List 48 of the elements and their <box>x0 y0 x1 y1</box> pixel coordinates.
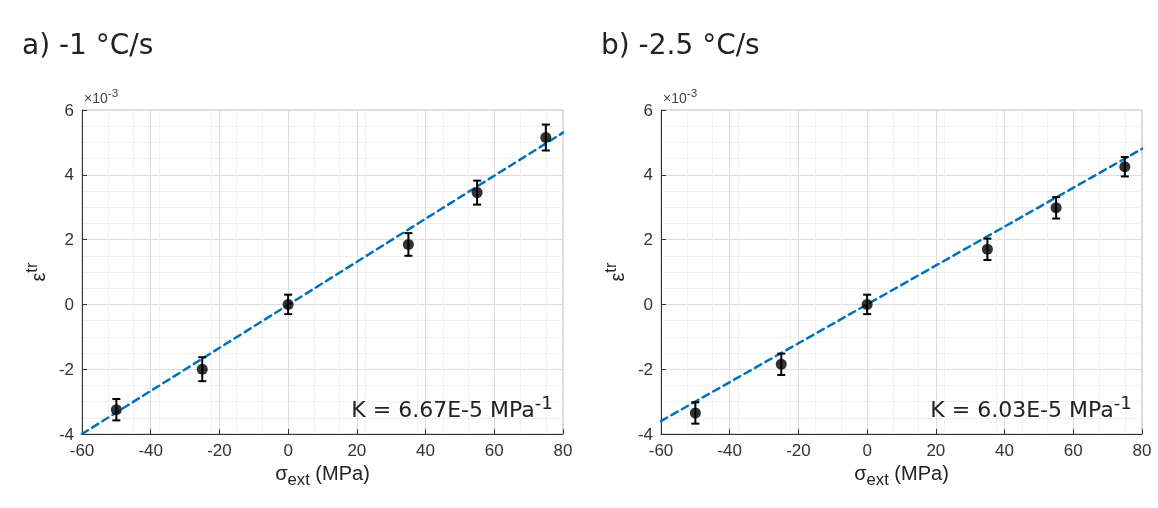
y-tick-label: 2 <box>64 230 74 250</box>
x-tick-label: 60 <box>484 441 504 460</box>
point <box>196 363 208 375</box>
point <box>471 187 483 199</box>
y-tick-label: 2 <box>643 230 653 250</box>
chart-title: a) -1 °C/s <box>22 28 154 61</box>
x-tick-label: 40 <box>416 441 436 460</box>
x-tick-label: -20 <box>207 441 232 460</box>
y-tick-label: 4 <box>643 165 653 185</box>
text: ×10$^{-3}$ <box>663 86 698 106</box>
x-tick-label: 80 <box>1132 441 1152 460</box>
point <box>282 298 294 310</box>
y-tick-label: -2 <box>637 359 653 379</box>
point <box>110 404 122 416</box>
point <box>981 243 993 255</box>
text: ×10$^{-3}$ <box>84 86 119 106</box>
point <box>402 238 414 250</box>
point <box>861 298 873 310</box>
x-tick-label: 20 <box>926 441 946 460</box>
annotation: K = 6.03E-5 MPa$^{-1}$ <box>930 392 1132 423</box>
x-tick-label: 0 <box>283 441 293 460</box>
x-tick-label: 20 <box>347 441 367 460</box>
x-tick-label: -40 <box>717 441 742 460</box>
x-tick-label: -20 <box>786 441 811 460</box>
y-tick-label: 4 <box>64 165 74 185</box>
y-tick-label: -4 <box>58 424 74 444</box>
x-axis-title: σ$_{ext}$ (MPa) <box>275 462 370 490</box>
annotation: K = 6.67E-5 MPa$^{-1}$ <box>351 392 553 423</box>
y-tick-label: 0 <box>64 294 74 314</box>
y-tick-label: 6 <box>64 100 74 120</box>
x-tick-label: -60 <box>69 441 95 460</box>
x-axis-title: σ$_{ext}$ (MPa) <box>854 462 949 490</box>
x-tick-label: 80 <box>553 441 573 460</box>
point <box>540 132 552 144</box>
y-tick-label: 0 <box>643 294 653 314</box>
x-tick-label: -40 <box>138 441 163 460</box>
point <box>1119 161 1131 173</box>
point <box>689 407 701 419</box>
x-tick-label: -60 <box>648 441 674 460</box>
x-tick-label: 60 <box>1063 441 1083 460</box>
point <box>1050 202 1062 214</box>
y-tick-label: 6 <box>643 100 653 120</box>
chart-title: b) -2.5 °C/s <box>601 28 760 61</box>
point <box>775 358 787 370</box>
x-tick-label: 40 <box>995 441 1015 460</box>
y-tick-label: -4 <box>637 424 653 444</box>
x-tick-label: 0 <box>862 441 872 460</box>
y-tick-label: -2 <box>58 359 74 379</box>
